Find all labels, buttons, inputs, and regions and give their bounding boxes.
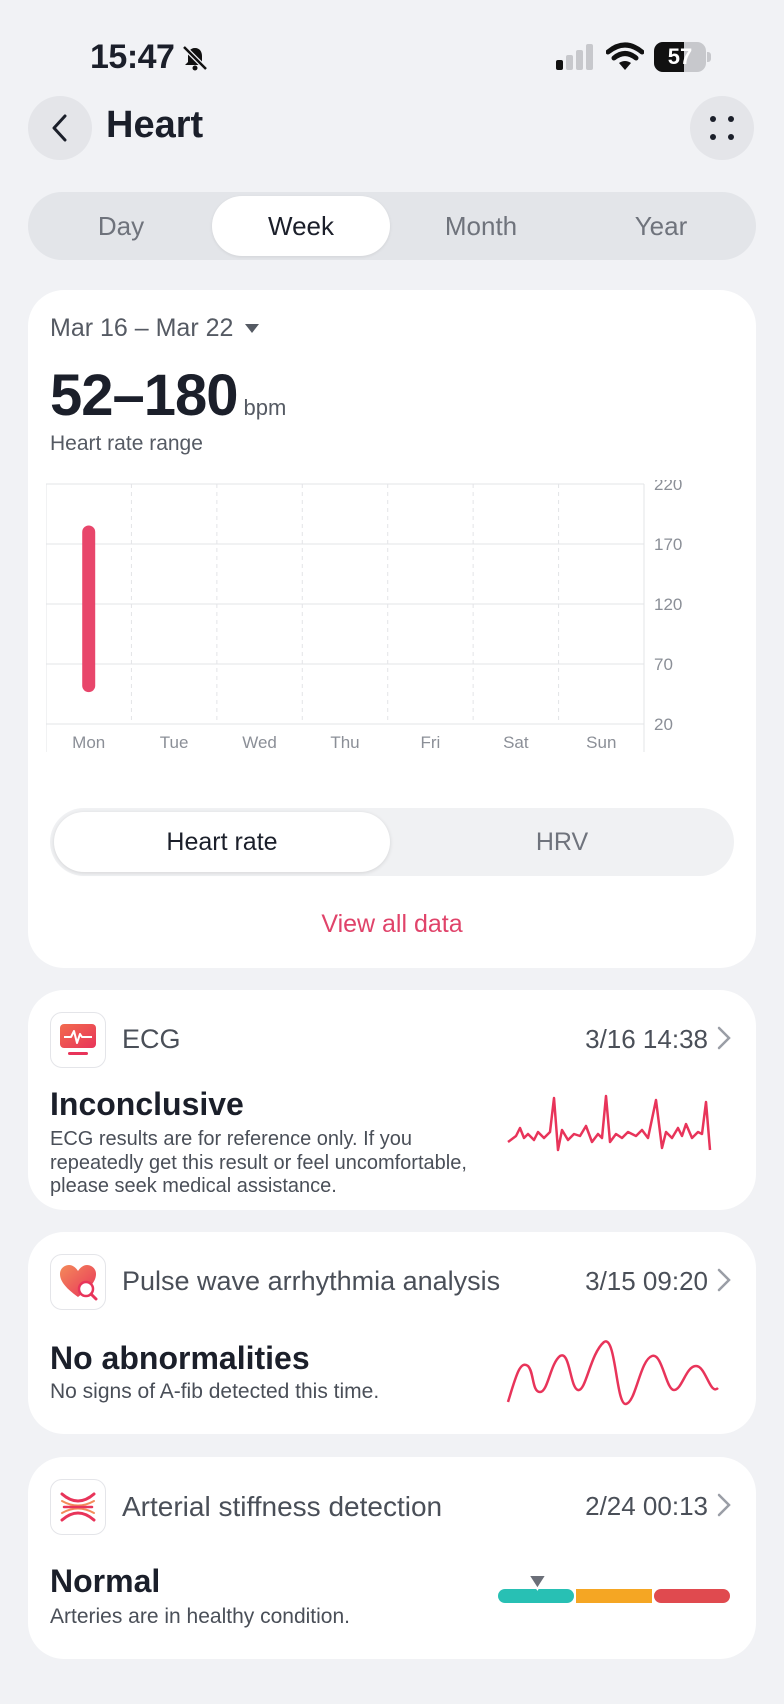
tab-year[interactable]: Year <box>634 210 688 241</box>
x-tick-label: Fri <box>421 733 441 752</box>
tab-month[interactable]: Month <box>444 210 518 241</box>
stiffness-status: Normal <box>50 1563 161 1599</box>
heart-rate-unit: bpm <box>243 395 287 420</box>
ecg-monitor-icon <box>60 1024 96 1055</box>
x-tick-label: Tue <box>160 733 189 752</box>
tab-day[interactable]: Day <box>97 210 145 241</box>
caret-down-icon <box>245 324 260 333</box>
chevron-right-icon <box>717 1493 731 1517</box>
stiffness-description: Arteries are in healthy condition. <box>50 1605 350 1628</box>
muted-bell-icon <box>182 45 208 71</box>
tab-hrv[interactable]: HRV <box>535 827 589 856</box>
date-range-label: Mar 16 – Mar 22 <box>50 314 234 342</box>
date-range-selector[interactable]: Mar 16 – Mar 22 <box>50 314 260 343</box>
stiffness-title: Arterial stiffness detection <box>122 1491 443 1522</box>
pulse-description: No signs of A-fib detected this time. <box>50 1380 380 1403</box>
scale-marker <box>526 1574 549 1591</box>
y-tick-label: 220 <box>654 480 682 494</box>
y-tick-label: 170 <box>654 535 682 554</box>
artery-icon <box>60 1492 96 1522</box>
pulse-wave-card[interactable]: Pulse wave arrhythmia analysis 3/15 09:2… <box>28 1232 756 1434</box>
heart-rate-range: 52–180 bpm <box>50 362 286 429</box>
chevron-left-icon <box>52 114 67 142</box>
pulse-waveform-preview <box>506 1340 719 1406</box>
scale-segment <box>498 1589 574 1603</box>
wifi-icon <box>606 42 644 70</box>
stiffness-date: 2/24 00:13 <box>585 1491 708 1521</box>
scale-segment <box>654 1589 730 1603</box>
pulse-app-icon <box>50 1254 106 1310</box>
heart-rate-chart[interactable]: 20 70 120 170 220 Mon Tue Wed Thu Fri Sat Sun <box>46 480 736 780</box>
x-tick-label: Sun <box>586 733 616 752</box>
pulse-title: Pulse wave arrhythmia analysis <box>122 1266 501 1296</box>
page-title: Heart <box>106 104 204 146</box>
cellular-signal-icon <box>556 44 593 70</box>
metric-toggle: Heart rate HRV <box>50 808 734 876</box>
heart-rate-summary-card: Mar 16 – Mar 22 52–180 bpm Heart rate ra… <box>28 290 756 968</box>
grid-dots-icon <box>710 116 734 140</box>
tab-week[interactable]: Week <box>212 196 390 256</box>
period-tabs: Day Week Month Year <box>28 192 756 260</box>
x-tick-label: Mon <box>72 733 105 752</box>
ecg-title: ECG <box>122 1024 181 1054</box>
heart-search-icon <box>60 1265 98 1301</box>
x-tick-label: Sat <box>503 733 529 752</box>
arterial-stiffness-card[interactable]: Arterial stiffness detection 2/24 00:13 … <box>28 1457 756 1659</box>
pulse-date: 3/15 09:20 <box>585 1266 708 1296</box>
stiffness-app-icon <box>50 1479 106 1535</box>
ecg-date: 3/16 14:38 <box>585 1024 708 1054</box>
ecg-status: Inconclusive <box>50 1086 244 1122</box>
pulse-status: No abnormalities <box>50 1340 310 1376</box>
y-tick-label: 20 <box>654 715 673 734</box>
back-button[interactable] <box>28 96 92 160</box>
y-tick-label: 120 <box>654 595 682 614</box>
y-tick-label: 70 <box>654 655 673 674</box>
heart-rate-range-value: 52–180 <box>50 363 239 428</box>
status-time: 15:47 <box>90 38 175 76</box>
battery-level: 57 <box>667 44 693 69</box>
x-tick-label: Wed <box>242 733 277 752</box>
more-button[interactable] <box>690 96 754 160</box>
x-tick-label: Thu <box>330 733 359 752</box>
ecg-waveform-preview <box>507 1094 712 1152</box>
chevron-right-icon <box>717 1268 731 1292</box>
scale-segment <box>576 1589 652 1603</box>
ecg-app-icon <box>50 1012 106 1068</box>
ecg-card[interactable]: ECG 3/16 14:38 Inconclusive ECG results … <box>28 990 756 1210</box>
chevron-right-icon <box>717 1026 731 1050</box>
heart-rate-range-label: Heart rate range <box>50 432 203 455</box>
status-bar: 15:47 57 <box>0 0 784 110</box>
ecg-description: ECG results are for reference only. If y… <box>50 1128 467 1198</box>
battery-icon: 57 <box>654 42 712 72</box>
view-all-data-link[interactable]: View all data <box>321 910 463 938</box>
stiffness-scale <box>498 1574 730 1603</box>
tab-heart-rate[interactable]: Heart rate <box>54 812 390 872</box>
